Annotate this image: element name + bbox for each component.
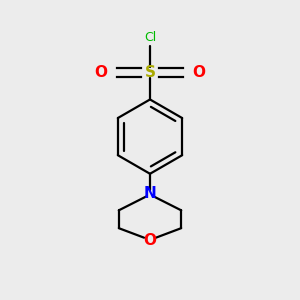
Text: N: N <box>144 187 156 202</box>
Text: Cl: Cl <box>144 31 156 44</box>
Text: S: S <box>145 65 155 80</box>
Text: O: O <box>143 232 157 247</box>
Text: O: O <box>94 65 107 80</box>
Text: O: O <box>193 65 206 80</box>
